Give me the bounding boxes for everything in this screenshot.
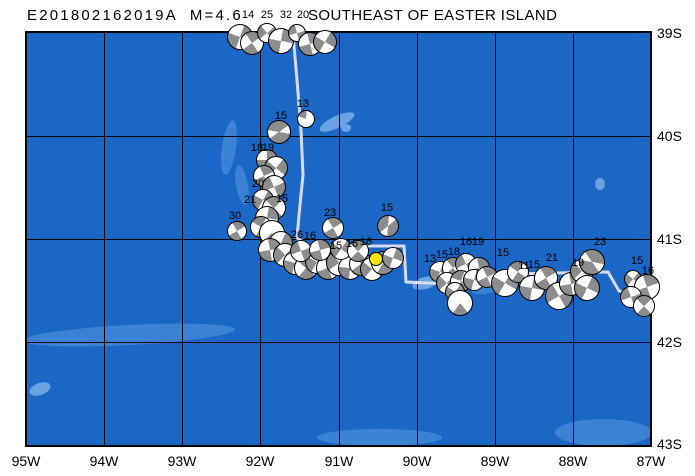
axis-label-latitude: 41S [657, 231, 682, 247]
bathymetry-patch [341, 124, 351, 132]
axis-label-longitude: 93W [167, 453, 197, 469]
bathymetry-patch [469, 277, 501, 297]
bathymetry-patch [317, 108, 357, 136]
axis-label-longitude: 91W [324, 453, 354, 469]
depth-label: 25 [260, 9, 274, 21]
bathymetry-patch [410, 273, 440, 293]
axis-label-latitude: 43S [657, 436, 682, 452]
axis-label-longitude: 88W [558, 453, 588, 469]
axis-label-longitude: 90W [402, 453, 432, 469]
axis-label-longitude: 94W [89, 453, 119, 469]
bathymetry-patch [27, 319, 236, 351]
map-area [25, 31, 652, 447]
axis-label-latitude: 39S [657, 25, 682, 41]
bathymetry-patch [232, 164, 252, 206]
depth-label: 32 [279, 9, 293, 21]
grid-line-parallel [27, 239, 650, 240]
event-id-title: E201802162019A M=4.6 [27, 7, 243, 24]
bathymetry-patch [27, 379, 53, 399]
bathymetry-patch [595, 178, 605, 190]
depth-label: 14 [241, 9, 255, 21]
grid-line-parallel [27, 342, 650, 343]
axis-label-longitude: 89W [480, 453, 510, 469]
axis-label-longitude: 87W [636, 453, 666, 469]
bathymetry-patch [317, 429, 442, 445]
bathymetry-patch [555, 419, 650, 445]
region-title: SOUTHEAST OF EASTER ISLAND [308, 7, 558, 24]
axis-label-longitude: 95W [11, 453, 41, 469]
axis-label-latitude: 42S [657, 334, 682, 350]
grid-line-parallel [27, 136, 650, 137]
axis-label-latitude: 40S [657, 128, 682, 144]
axis-label-longitude: 92W [245, 453, 275, 469]
